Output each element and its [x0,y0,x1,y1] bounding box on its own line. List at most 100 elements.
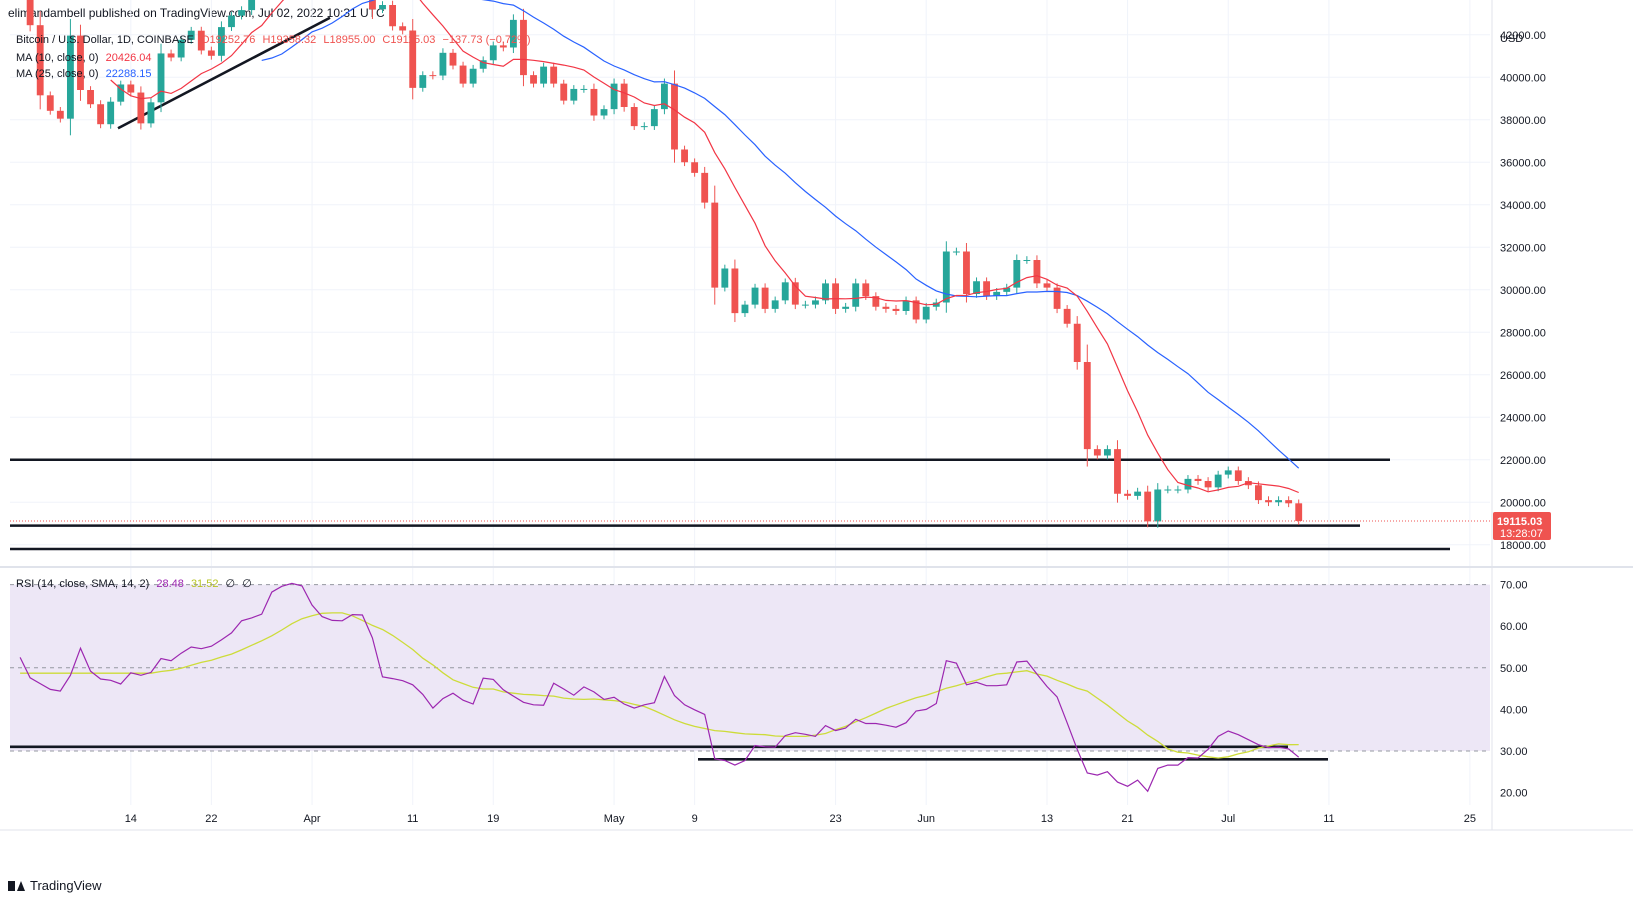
candle-body [882,306,890,309]
candle-body [751,287,759,305]
x-tick-label: Jul [1221,813,1235,825]
candle-body [177,39,185,58]
candle-body [781,282,789,301]
candle-body [550,66,558,84]
candle-body [1265,500,1272,503]
price-tick-label: 34000.00 [1500,200,1546,212]
candle-body [389,5,397,27]
candle-body [1124,493,1131,496]
tradingview-footer[interactable]: TradingView [8,878,102,893]
ma25-line [261,0,1300,469]
candle-body [97,104,105,125]
candle-body [1224,470,1232,475]
price-tick-label: 18000.00 [1500,540,1546,552]
rsi-tick-label: 40.00 [1500,704,1528,716]
candle-body [912,300,920,320]
last-price-badge [1493,512,1551,541]
candle-body [499,45,507,48]
open-value: O19252.76 [200,34,256,46]
candle-body [1255,485,1262,501]
candle-body [942,251,950,303]
candle-body [1093,449,1101,456]
candle-body [1184,478,1192,490]
candle-body [812,300,819,305]
candle-body [630,107,638,127]
candle-body [993,291,1001,297]
candle-body [590,88,598,116]
candle-body [952,251,960,253]
x-tick-label: 21 [1121,813,1133,825]
publisher-header: elimandambell published on TradingView.c… [8,6,385,20]
price-tick-label: 20000.00 [1500,497,1546,509]
tradingview-logo-icon [8,880,25,891]
rsi-label: RSI (14, close, SMA, 14, 2) [16,578,150,590]
candle-body [761,287,769,309]
candle-body [1154,489,1162,522]
candle-body [1174,489,1182,491]
candle-body [902,300,910,311]
x-tick-label: Jun [917,813,935,825]
candle-body [650,109,658,127]
candle-body [369,0,376,10]
rsi-tick-label: 70.00 [1500,580,1528,592]
candle-body [580,88,588,90]
candle-body [711,202,719,288]
candle-body [530,75,537,84]
ma25-label: MA (25, close, 0) [16,68,99,80]
price-tick-label: 30000.00 [1500,285,1546,297]
candle-body [87,90,94,105]
candle-body [600,109,608,116]
x-tick-label: 11 [1323,813,1334,825]
candle-body [1033,260,1041,284]
rsi-tick-label: 20.00 [1500,788,1528,800]
candle-body [862,283,870,297]
candle-body [1164,489,1172,491]
candle-body [459,65,467,84]
candle-body [771,300,779,309]
countdown-label: 13:28:07 [1500,528,1543,540]
ma10-value: 20426.04 [105,52,152,64]
rsi-legend[interactable]: RSI (14, close, SMA, 14, 2) 28.48 31.52 … [16,577,256,590]
ma10-legend[interactable]: MA (10, close, 0) 20426.04 [16,52,156,64]
candle-body [640,126,648,128]
candle-body [489,45,497,61]
candle-body [479,60,487,69]
candle-body [701,172,709,203]
candle-body [721,268,729,288]
candle-body [1053,287,1061,309]
candle-body [1083,362,1091,450]
candle-body [197,30,205,51]
price-tick-label: 28000.00 [1500,327,1546,339]
candle-body [610,83,618,110]
candle-body [892,308,900,311]
candle-body [36,25,44,96]
price-tick-label: 40000.00 [1500,72,1546,84]
ma25-value: 22288.15 [105,68,152,80]
candle-body [147,102,155,124]
candle-body [801,304,809,306]
rsi-tick-label: 30.00 [1500,746,1528,758]
candle-body [973,281,980,294]
symbol-label[interactable]: Bitcoin / U.S. Dollar, 1D, COINBASE [16,34,194,46]
candle-body [1144,491,1152,522]
candle-body [56,110,64,119]
candle-body [117,84,125,102]
candle-body [77,35,84,90]
x-tick-label: 9 [692,813,698,825]
candle-body [520,19,527,76]
candle-body [1043,283,1051,288]
candle-body [218,27,225,56]
candle-body [731,268,739,314]
candle-body [570,88,578,101]
rsi-line [19,582,1300,793]
candle-body [399,26,407,31]
rsi-tick-label: 60.00 [1500,621,1528,633]
ma25-legend[interactable]: MA (25, close, 0) 22288.15 [16,68,156,80]
rsi-sma-value: 31.52 [190,578,219,590]
candle-body [963,251,970,294]
candle-body [832,283,840,309]
candle-body [681,149,688,163]
candle-body [409,30,417,88]
price-tick-label: 24000.00 [1500,412,1546,424]
